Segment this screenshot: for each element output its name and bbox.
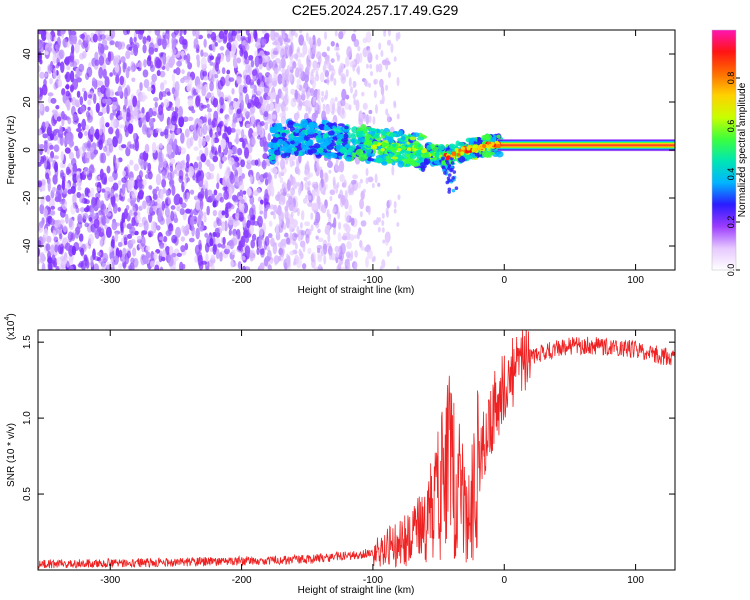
x-tick-label: 0 — [501, 275, 507, 286]
snr-multiplier-exponent: 4 — [4, 317, 11, 321]
colorbar-tick-label: 0.4 — [726, 168, 736, 181]
snr-series-line — [38, 330, 675, 570]
snr-x-label: Height of straight line (km) — [298, 585, 415, 596]
chart-title: C2E5.2024.257.17.49.G29 — [292, 2, 459, 18]
carrier-band — [497, 145, 675, 147]
carrier-band — [497, 142, 675, 144]
carrier-band — [497, 146, 675, 148]
carrier-band — [497, 142, 675, 143]
colorbar-ticks: 0.0 0.2 0.4 0.6 0.8 — [726, 72, 740, 277]
y-tick-label: 0.5 — [22, 487, 33, 501]
colorbar-frame — [711, 29, 737, 271]
spectrogram-noise — [38, 30, 401, 270]
svg-text:(x104): (x104) — [4, 313, 17, 340]
colorbar-label: Normalized spectral amplitude — [737, 82, 748, 217]
snr-multiplier-close: ) — [6, 313, 17, 316]
colorbar-tick-label: 0.8 — [726, 72, 736, 85]
snr-multiplier-base: (x10 — [6, 320, 17, 340]
x-tick-label: -300 — [100, 575, 120, 586]
snr-y-label: SNR (10 * v/v) — [6, 423, 17, 487]
snr-panel: -300 -200 -100 0 100 0.5 1.0 1.5 Height of str… — [4, 313, 676, 596]
x-tick-label: 100 — [627, 575, 644, 586]
snr-background — [38, 330, 675, 570]
y-tick-label: 20 — [22, 96, 33, 108]
spectrogram-x-label: Height of straight line (km) — [298, 285, 415, 296]
spectrogram-y-label: Frequency (Hz) — [6, 116, 17, 185]
snr-frame — [37, 329, 676, 571]
y-tick-label: 1.0 — [22, 411, 33, 425]
x-tick-label: -100 — [363, 275, 383, 286]
carrier-band — [497, 149, 675, 151]
x-tick-label: -300 — [100, 275, 120, 286]
carrier-band — [497, 148, 675, 150]
snr-y-ticks: 0.5 1.0 1.5 — [22, 335, 675, 501]
x-tick-label: 0 — [501, 575, 507, 586]
y-tick-label: -20 — [22, 190, 33, 205]
y-tick-label: -40 — [22, 238, 33, 253]
colorbar-tick-label: 0.6 — [726, 120, 736, 133]
colorbar: 0.0 0.2 0.4 0.6 0.8 Normalized spectral ampl… — [711, 29, 748, 277]
snr-x-ticks: -300 -200 -100 0 100 — [100, 330, 644, 586]
y-tick-label: 0 — [22, 147, 33, 153]
y-tick-label: 40 — [22, 48, 33, 60]
carrier-band — [497, 141, 675, 143]
spectrogram-x-ticks: -300 -200 -100 0 100 — [100, 30, 644, 286]
snr-multiplier: (x104) — [4, 313, 17, 340]
carrier-band — [497, 139, 675, 141]
x-tick-label: -200 — [232, 575, 252, 586]
spectrogram-signal — [267, 118, 675, 194]
colorbar-tick-label: 0.2 — [726, 216, 736, 229]
x-tick-label: -100 — [363, 575, 383, 586]
snr-line-path — [38, 330, 675, 570]
carrier-band — [497, 140, 675, 142]
colorbar-tick-label: 0.0 — [726, 264, 736, 277]
colorbar-gradient — [712, 30, 736, 270]
carrier-band — [497, 147, 675, 149]
carrier-band — [497, 144, 675, 146]
spectrogram-y-ticks: -40 -20 0 20 40 — [22, 48, 675, 253]
y-tick-label: 1.5 — [22, 335, 33, 349]
x-tick-label: 100 — [627, 275, 644, 286]
carrier-band — [497, 150, 675, 152]
carrier-band — [497, 143, 675, 145]
x-tick-label: -200 — [232, 275, 252, 286]
